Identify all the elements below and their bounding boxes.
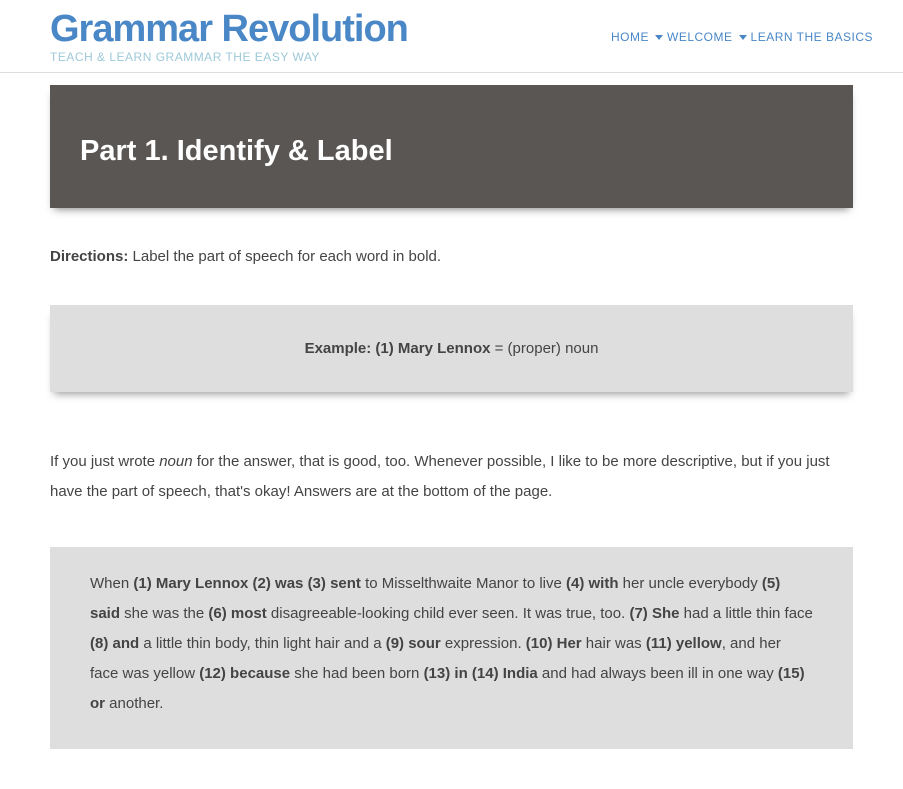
passage-segment: and had always been ill in one way [538,665,778,682]
passage-bold-segment: (9) sour [386,635,441,652]
brand-block: Grammar Revolution TEACH & LEARN GRAMMAR… [50,10,408,64]
page-content: Part 1. Identify & Label Directions: Lab… [0,85,903,789]
note-paragraph: If you just wrote noun for the answer, t… [50,447,853,507]
nav-label: LEARN THE BASICS [751,30,873,44]
passage-segment: a little thin body, thin light hair and … [139,635,386,652]
nav-learn-basics[interactable]: LEARN THE BASICS [739,30,873,44]
passage-segment: expression. [441,635,526,652]
passage-bold-segment: (12) because [199,665,290,682]
site-header: Grammar Revolution TEACH & LEARN GRAMMAR… [0,0,903,73]
nav-welcome[interactable]: WELCOME [655,30,733,44]
passage-bold-segment: (1) Mary Lennox (2) was (3) sent [133,575,361,592]
passage-segment: her uncle everybody [619,575,762,592]
passage-bold-segment: (4) with [566,575,619,592]
passage-segment: another. [105,695,163,712]
nav-label: HOME [611,30,649,44]
nav-home[interactable]: HOME [611,30,649,44]
example-answer: = (proper) noun [490,340,598,357]
directions-line: Directions: Label the part of speech for… [50,248,853,265]
passage-bold-segment: (8) and [90,635,139,652]
site-tagline: TEACH & LEARN GRAMMAR THE EASY WAY [50,50,408,64]
main-nav: HOME WELCOME LEARN THE BASICS [611,30,873,44]
passage-text: When (1) Mary Lennox (2) was (3) sent to… [90,569,813,719]
chevron-down-icon [655,35,663,40]
example-box: Example: (1) Mary Lennox = (proper) noun [50,305,853,392]
page-title: Part 1. Identify & Label [80,135,823,168]
passage-segment: she was the [120,605,208,622]
passage-segment: disagreeable-looking child ever seen. It… [267,605,630,622]
note-italic: noun [159,453,192,470]
passage-segment: When [90,575,133,592]
passage-segment: hair was [582,635,646,652]
directions-text: Label the part of speech for each word i… [128,248,441,265]
site-title[interactable]: Grammar Revolution [50,10,408,48]
passage-segment: to Misselthwaite Manor to live [361,575,566,592]
example-bold: Example: (1) Mary Lennox [305,340,491,357]
passage-bold-segment: (11) yellow [646,635,722,652]
passage-bold-segment: (10) Her [526,635,582,652]
passage-bold-segment: (6) most [208,605,266,622]
chevron-down-icon [739,35,747,40]
directions-label: Directions: [50,248,128,265]
passage-box: When (1) Mary Lennox (2) was (3) sent to… [50,547,853,749]
passage-segment: had a little thin face [679,605,812,622]
passage-bold-segment: (13) in (14) India [424,665,538,682]
nav-label: WELCOME [667,30,733,44]
passage-bold-segment: (7) She [629,605,679,622]
hero-banner: Part 1. Identify & Label [50,85,853,208]
passage-segment: she had been born [290,665,423,682]
note-text-1: If you just wrote [50,453,159,470]
